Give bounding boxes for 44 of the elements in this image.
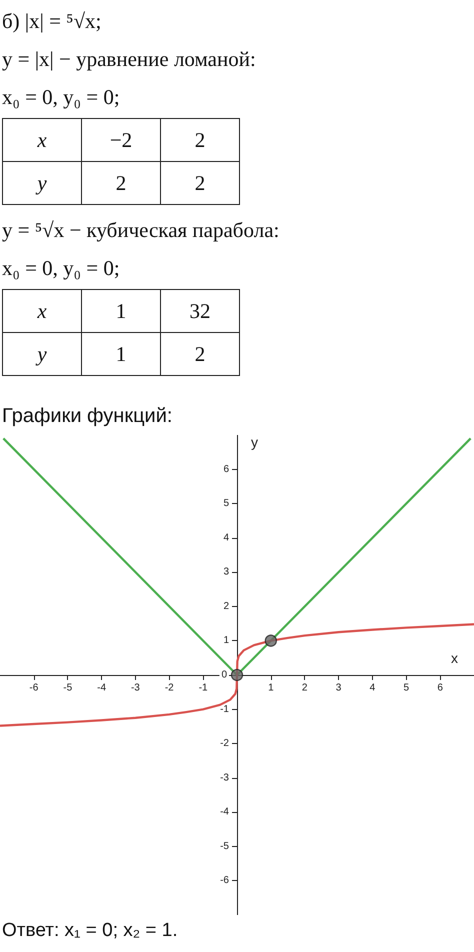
y-tick-label: -5 [220,840,230,852]
x-tick-label: -6 [29,682,39,694]
x-tick-label: 2 [302,682,308,694]
x-tick-label: -5 [63,682,73,694]
x-tick-label: 4 [370,682,376,694]
x-tick-label: 5 [404,682,410,694]
text: 1 [82,332,160,376]
x-tick-label: 3 [336,682,342,694]
text: y = |x| − уравнение ломаной: [2,46,257,73]
x-tick-label: 1 [268,682,274,694]
y-tick-label: 2 [223,600,230,612]
y-tick-label: -4 [220,806,230,818]
text: −2 [82,118,160,162]
text: x [2,290,82,332]
text: 1 [82,290,160,332]
y-tick-label: 6 [223,464,230,475]
y-tick-label: 3 [223,566,230,578]
text: 2 [82,162,160,204]
text: x₀ = 0, y₀ = 0; [2,255,121,282]
text: x₀ = 0, y₀ = 0; [2,84,121,111]
text: Ответ: x₁ = 0; x₂ = 1. [2,920,178,942]
x-tick-label: 6 [437,682,444,694]
text: y = ⁵√x − кубическая парабола: [2,217,280,244]
y-tick-label: -1 [220,704,230,715]
y-tick-label: 4 [223,532,230,544]
y-tick-label: 0 [221,670,228,680]
text: y [2,162,82,204]
y-tick-label: 1 [223,635,230,646]
y-axis-title: y [251,434,258,450]
y-tick-label: -6 [220,875,230,886]
text: б) |x| = ⁵√x; [2,8,102,35]
text: x [2,118,82,162]
line-series [0,623,474,727]
x-tick-label: -2 [164,682,174,694]
y-tick-label: 5 [223,498,230,510]
x-tick-label: -4 [97,682,106,694]
chart-title: Графики функций: [2,405,172,428]
y-tick-label: -3 [220,772,230,784]
y-tick-label: -2 [220,738,230,750]
text: y [2,332,82,376]
x-tick-label: -1 [198,682,208,694]
x-axis-title: x [451,650,458,666]
text: 32 [160,290,240,332]
x-tick-label: -3 [130,682,140,694]
